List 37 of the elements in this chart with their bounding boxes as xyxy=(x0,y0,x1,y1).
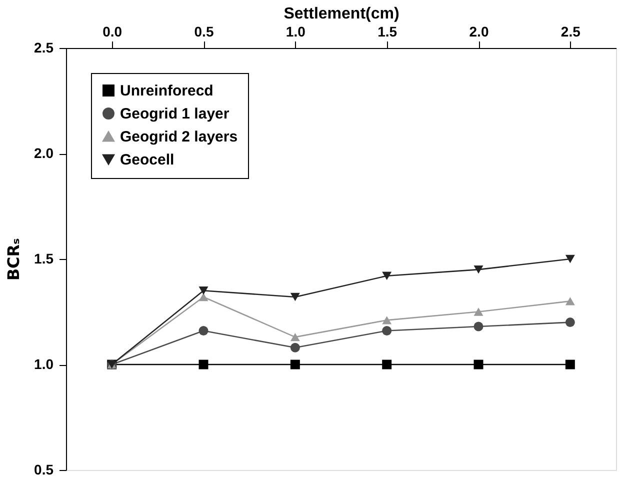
y-axis-title: BCRₛ xyxy=(4,238,24,281)
legend-label: Geocell xyxy=(120,152,174,168)
point xyxy=(565,318,575,328)
x-tick-label: 0.5 xyxy=(194,24,214,40)
point xyxy=(474,265,484,274)
legend-label: Geogrid 1 layer xyxy=(120,106,230,122)
point xyxy=(474,360,484,370)
point xyxy=(382,272,392,280)
point xyxy=(565,360,575,370)
point xyxy=(198,360,208,370)
y-tick-label: 2.5 xyxy=(34,40,54,56)
point xyxy=(474,322,484,332)
x-axis-title: Settlement(cm) xyxy=(284,6,400,22)
x-tick-label: 2.5 xyxy=(560,24,581,40)
point xyxy=(290,332,300,342)
y-tick-label: 1.0 xyxy=(34,356,54,372)
point xyxy=(290,292,300,302)
point xyxy=(198,292,208,302)
point xyxy=(474,308,484,316)
legend-label: Unreinforecd xyxy=(120,82,214,100)
y-tick-label: 0.5 xyxy=(34,462,54,478)
x-tick-label: 1.0 xyxy=(286,24,306,40)
point xyxy=(290,360,300,370)
x-tick-label: 1.5 xyxy=(378,24,398,40)
point xyxy=(382,326,392,336)
point xyxy=(382,316,392,324)
point xyxy=(382,360,392,370)
x-tick-label: 0.0 xyxy=(102,24,122,40)
point xyxy=(198,286,208,295)
point xyxy=(290,342,300,352)
point xyxy=(565,254,575,264)
legend-label: Geogrid 2 layers xyxy=(120,128,238,146)
point xyxy=(198,326,208,336)
y-tick-label: 2.0 xyxy=(34,145,54,161)
x-tick-label: 2.0 xyxy=(469,24,489,40)
y-tick-label: 1.5 xyxy=(34,250,54,266)
point xyxy=(565,297,575,306)
